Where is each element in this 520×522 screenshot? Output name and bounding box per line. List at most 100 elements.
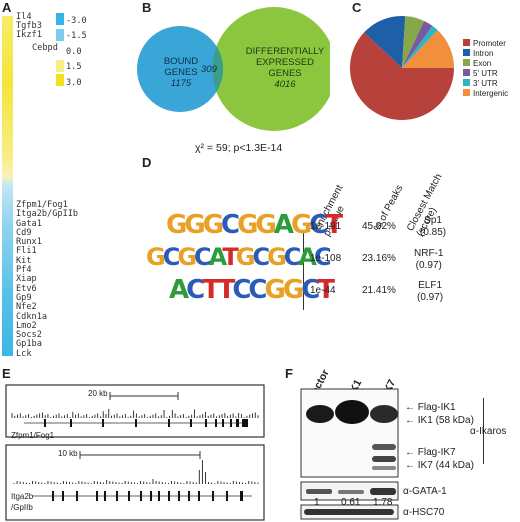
venn-diagram xyxy=(137,7,330,131)
band-ik7-top xyxy=(370,405,398,423)
gene-label: Cdkn1a xyxy=(16,311,48,322)
ikaros-bracket xyxy=(483,398,484,464)
motif-letter: C xyxy=(194,243,212,271)
ikaros-antibody-label: α-Ikaros xyxy=(470,426,507,437)
legend-label: 3' UTR xyxy=(473,79,498,88)
gene-label: Lck xyxy=(16,348,32,359)
motif-letter: G xyxy=(235,243,256,271)
motif-letter: G xyxy=(184,210,205,240)
scale-swatch-pos3 xyxy=(56,74,64,86)
band-ik7-flag xyxy=(372,444,396,450)
gata-quant: 0.61 xyxy=(341,497,361,508)
motif-letter: G xyxy=(282,275,304,305)
motif-letter: C xyxy=(309,210,328,240)
scale-label: 0.0 xyxy=(66,46,82,57)
exon xyxy=(102,419,104,427)
motif-letter: G xyxy=(255,210,276,240)
exon xyxy=(212,491,214,501)
peaks-cell: 45.02% xyxy=(362,221,396,232)
peaks-cell: 23.16% xyxy=(362,253,396,264)
motif-letter: C xyxy=(162,243,181,271)
band-hsc70 xyxy=(304,509,394,515)
legend-swatch xyxy=(463,69,470,76)
scale-label-2: 10 kb xyxy=(58,449,78,458)
motif-letter: G xyxy=(264,275,286,305)
gene-list: Zfpm1/Fog1 Itga2b/GpIIb Gata1 Cd9 Runx1 … xyxy=(16,200,78,359)
gene-label: Kit xyxy=(16,255,32,266)
gata-antibody-label: α-GATA-1 xyxy=(403,486,447,497)
exon xyxy=(236,419,239,427)
exon xyxy=(70,419,72,427)
pie-slice-intergenic xyxy=(402,30,454,68)
gene-label: Cebpd xyxy=(32,43,58,53)
gene-name-2: Itga2b /GpIIb xyxy=(11,491,33,513)
match-name: NRF-1 xyxy=(414,248,444,259)
venn-overlap-count: 309 xyxy=(201,64,217,75)
legend-item: 3' UTR xyxy=(463,79,508,89)
legend-label: Exon xyxy=(473,59,492,68)
exon xyxy=(96,491,98,501)
gene-label: Runx1 xyxy=(16,237,42,248)
band-ik1 xyxy=(335,400,369,424)
motif-letter: T xyxy=(325,210,343,240)
match-score: (0.85) xyxy=(420,227,447,238)
motif-letter: G xyxy=(166,210,187,240)
exon xyxy=(222,419,224,427)
pvalue-cell: 1e-44 xyxy=(310,285,336,296)
exon xyxy=(150,491,152,501)
motif-letter: G xyxy=(146,243,166,271)
venn-expressed-count: 4016 xyxy=(274,79,296,90)
gene-name-1: Zfpm1/Fog1 xyxy=(11,431,55,440)
exons-1 xyxy=(44,419,248,427)
pie-slice-exon xyxy=(402,16,425,69)
motif-letter: G xyxy=(290,210,312,240)
gene-label: Cd9 xyxy=(16,227,32,238)
motif-letter: C xyxy=(252,243,270,271)
peaks-cell: 21.41% xyxy=(362,285,396,296)
signal-peaks-2 xyxy=(13,460,259,484)
pvalue-cell: 1e-191 xyxy=(310,221,342,232)
pvalue-cell: 1e-108 xyxy=(310,253,342,264)
pie-slices xyxy=(350,16,454,120)
legend-label: Intergenic xyxy=(473,89,509,98)
exon xyxy=(205,419,207,427)
venn-bound-text: GENES xyxy=(164,67,198,78)
legend-swatch xyxy=(463,89,470,96)
band-label-text: IK7 (44 kDa) xyxy=(417,460,474,471)
arrow-icon: ← xyxy=(405,460,415,471)
motif-letter: C xyxy=(301,275,320,305)
exon xyxy=(52,491,54,501)
legend-label: 5' UTR xyxy=(473,69,498,78)
band-label-text: IK1 (58 kDa) xyxy=(417,415,474,426)
gene-label: Gp1ba xyxy=(16,339,42,350)
gene-label: Socs2 xyxy=(16,330,42,341)
venn-overlap xyxy=(212,46,224,92)
venn-circle-expressed xyxy=(212,7,330,131)
arrow-icon: ← xyxy=(405,402,415,413)
motif-letter: T xyxy=(222,243,238,271)
band-gata-ik7 xyxy=(370,488,396,495)
scale-swatch-neg15 xyxy=(56,29,64,41)
band-label-text: Flag-IK7 xyxy=(417,447,456,458)
legend-swatch xyxy=(463,39,470,46)
genome-tracks xyxy=(5,384,265,521)
exon xyxy=(135,419,137,427)
legend-item: Intergenic xyxy=(463,89,508,99)
band-gata-ik1 xyxy=(338,490,364,494)
scale-label-1: 20 kb xyxy=(88,389,108,398)
panel-e-label: E xyxy=(2,366,11,381)
exon xyxy=(128,491,130,501)
exons-2 xyxy=(52,491,243,501)
venn-expressed-label: DIFFERENTIALLY EXPRESSED GENES 4016 xyxy=(240,46,330,90)
panel-c-label: C xyxy=(352,0,362,15)
exon xyxy=(76,491,78,501)
gene-label: Lmo2 xyxy=(16,320,37,331)
band-vector xyxy=(306,405,334,423)
exon xyxy=(215,419,217,427)
gene-label: Xiap xyxy=(16,274,37,285)
scale-label: -3.0 xyxy=(66,16,87,26)
motif-letter: A xyxy=(273,210,294,240)
match-name: ELF1 xyxy=(418,280,443,291)
legend-item: 5' UTR xyxy=(463,69,508,79)
venn-bound-text: BOUND xyxy=(163,56,199,67)
